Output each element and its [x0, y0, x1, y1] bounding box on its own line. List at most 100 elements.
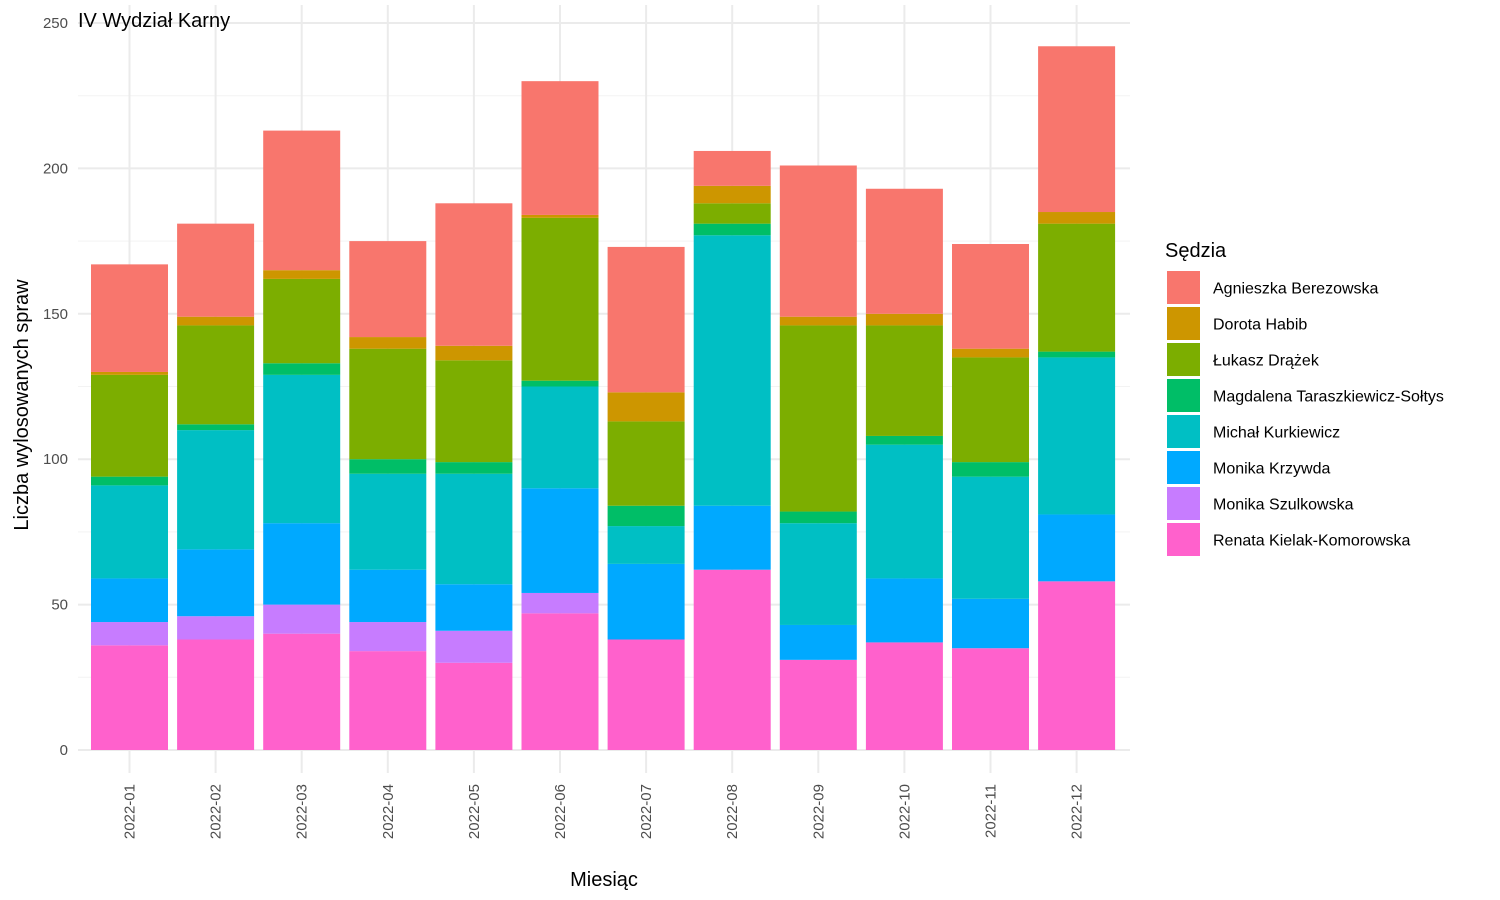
y-axis-title: Liczba wylosowanych spraw: [11, 279, 33, 531]
bar-segment: [779, 325, 857, 512]
bar-segment: [177, 549, 255, 617]
bar-segment: [349, 569, 427, 623]
bar-segment: [865, 313, 943, 326]
bar-segment: [263, 604, 341, 634]
legend-label: Agnieszka Berezowska: [1213, 281, 1379, 298]
bar-segment: [435, 203, 513, 346]
bar-segment: [263, 523, 341, 605]
bar-segment: [779, 624, 857, 660]
bar-segment: [865, 188, 943, 314]
bar-segment: [263, 374, 341, 524]
y-tick-label: 100: [43, 451, 68, 468]
bar-segment: [91, 578, 168, 623]
bar-segment: [952, 357, 1029, 463]
x-tick-label: 2022-02: [208, 784, 225, 839]
x-tick-label: 2022-05: [466, 784, 483, 839]
bar-segment: [865, 642, 943, 750]
bar-segment: [521, 386, 599, 489]
bar-segment: [521, 380, 599, 387]
x-tick-label: 2022-03: [294, 784, 311, 839]
bar-segment: [1038, 581, 1116, 750]
y-axis-ticks: 0 50 100 150 200 250: [43, 15, 68, 759]
legend-swatch: [1167, 451, 1200, 484]
legend-swatch: [1167, 271, 1200, 304]
legend-label: Monika Krzywda: [1213, 461, 1330, 478]
bar-segment: [435, 584, 513, 631]
legend-label: Monika Szulkowska: [1213, 497, 1354, 514]
bar-segment: [263, 130, 341, 271]
bar-segment: [952, 462, 1029, 477]
bar-segment: [435, 473, 513, 585]
bar-segment: [521, 81, 599, 215]
bar-segment: [521, 217, 599, 381]
bar-segment: [349, 348, 427, 460]
legend-label: Michał Kurkiewicz: [1213, 425, 1340, 442]
bar-segment: [177, 316, 255, 326]
bar-segment: [1038, 357, 1116, 515]
legend-label: Dorota Habib: [1213, 317, 1307, 334]
legend-swatch: [1167, 307, 1200, 340]
bar-segment: [91, 622, 168, 646]
bar-segment: [693, 185, 771, 204]
bar-segment: [952, 348, 1029, 358]
bar-segment: [91, 476, 168, 486]
x-tick-label: 2022-01: [122, 784, 139, 839]
bar-segment: [521, 214, 599, 218]
y-tick-label: 0: [60, 742, 68, 759]
bar-segment: [779, 165, 857, 317]
bars: [91, 46, 1116, 750]
bar-segment: [91, 645, 168, 750]
bar-segment: [349, 473, 427, 570]
x-tick-label: 2022-07: [638, 784, 655, 839]
x-axis-title: Miesiąc: [570, 869, 638, 891]
bar-segment: [435, 462, 513, 474]
x-tick-label: 2022-04: [380, 784, 397, 839]
bar-segment: [952, 244, 1029, 349]
x-axis-ticks: 2022-01 2022-02 2022-03 2022-04 2022-05 2022-…: [122, 784, 1086, 839]
bar-segment: [693, 569, 771, 750]
bar-segment: [779, 316, 857, 326]
bar-segment: [177, 616, 255, 640]
legend-swatch: [1167, 343, 1200, 376]
bar-segment: [779, 659, 857, 750]
bar-segment: [693, 203, 771, 224]
bar-segment: [435, 345, 513, 361]
bar-segment: [435, 630, 513, 663]
bar-segment: [607, 563, 685, 640]
bar-segment: [177, 325, 255, 425]
bar-segment: [1038, 46, 1116, 213]
bar-segment: [693, 505, 771, 570]
bar-segment: [177, 639, 255, 750]
bar-segment: [91, 374, 168, 477]
bar-segment: [952, 476, 1029, 599]
bar-segment: [952, 648, 1029, 750]
bar-segment: [1038, 514, 1116, 582]
legend-label: Magdalena Taraszkiewicz-Sołtys: [1213, 389, 1444, 406]
bar-segment: [263, 363, 341, 375]
y-tick-label: 250: [43, 15, 68, 32]
legend-swatch: [1167, 487, 1200, 520]
bar-segment: [349, 651, 427, 750]
bar-segment: [607, 526, 685, 564]
legend: Sędzia Agnieszka Berezowska Dorota Habib Ł…: [1165, 240, 1444, 556]
bar-segment: [865, 325, 943, 436]
y-tick-label: 50: [51, 597, 68, 614]
bar-segment: [91, 371, 168, 375]
x-tick-label: 2022-10: [896, 784, 913, 839]
bar-segment: [91, 485, 168, 579]
legend-title: Sędzia: [1165, 240, 1227, 262]
bar-segment: [349, 241, 427, 338]
bar-segment: [521, 613, 599, 750]
bar-segment: [177, 430, 255, 550]
bar-segment: [1038, 212, 1116, 224]
bar-segment: [263, 633, 341, 750]
bar-segment: [607, 246, 685, 393]
bar-segment: [952, 598, 1029, 649]
x-tick-label: 2022-08: [724, 784, 741, 839]
bar-segment: [349, 622, 427, 652]
bar-segment: [607, 392, 685, 422]
bar-segment: [521, 592, 599, 614]
y-tick-label: 150: [43, 306, 68, 323]
x-tick-label: 2022-06: [552, 784, 569, 839]
